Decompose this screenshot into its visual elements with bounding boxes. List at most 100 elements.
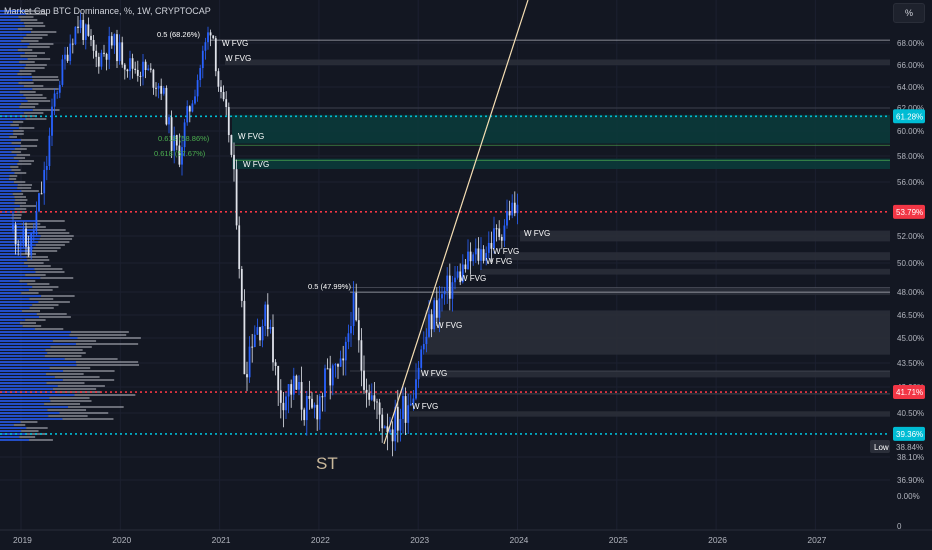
profile-bar-blue [0,238,40,240]
candle-body [103,52,105,54]
candle-body [282,402,285,411]
candle-body [402,396,404,419]
candle-body [191,103,194,112]
profile-bar-blue [0,208,15,210]
candle-body [477,248,480,261]
profile-bar-blue [0,61,20,63]
candle-body [318,396,321,420]
profile-bar-gray [62,379,115,381]
profile-bar-blue [0,271,36,273]
profile-bar-blue [0,172,15,174]
candle-body [100,52,103,67]
candle-body [79,19,82,28]
profile-bar-gray [34,328,64,330]
profile-bar-gray [14,148,27,150]
profile-bar-blue [0,424,14,426]
candle-body [214,38,217,72]
price-badge [893,385,925,400]
profile-bar-blue [0,301,39,303]
profile-bar-blue [0,73,18,75]
price-tick: 64.00% [897,83,924,92]
profile-bar-gray [38,241,70,243]
candle-body [342,358,345,361]
candle-body [311,398,313,408]
candle-body [264,304,267,327]
profile-bar-blue [0,16,19,18]
fvg-zones [225,59,890,417]
profile-bar-gray [50,400,92,402]
candle-body [170,117,173,151]
percent-scale-button[interactable]: % [893,3,925,23]
profile-bar-blue [0,55,21,57]
candle-body [454,277,456,283]
candle-body [490,242,493,249]
candle-body [399,418,402,431]
profile-bar-blue [0,13,26,15]
candle-body [253,334,256,348]
profile-bar-blue [0,406,69,408]
candle-body [451,282,454,299]
candle-body [155,87,157,89]
profile-bar-gray [32,109,60,111]
candle-body [344,341,347,361]
price-badge [893,204,925,219]
candle-body [513,202,516,214]
profile-bar-blue [0,223,23,225]
price-tick: 52.00% [897,232,924,241]
profile-bar-blue [0,166,11,168]
profile-bar-gray [19,91,36,93]
fvg-zone [225,59,890,65]
profile-bar-blue [0,367,50,369]
candle-body [147,68,150,71]
candle-body [391,429,394,442]
profile-bar-gray [12,193,24,195]
profile-bar-gray [74,394,136,396]
profile-bar-gray [54,376,100,378]
candle-body [183,122,186,148]
profile-bar-gray [23,112,44,114]
candle-body [43,169,46,194]
profile-bar-blue [0,343,76,345]
profile-bar-gray [21,430,39,432]
profile-bar-gray [22,325,42,327]
profile-bar-blue [0,214,12,216]
profile-bar-blue [0,376,55,378]
price-axis[interactable]: 68.00% 66.00% 64.00% 62.00% 60.00% 58.00% 56.0… [890,0,932,550]
profile-bar-blue [0,127,19,129]
candle-body [222,92,225,100]
candle-body [134,68,137,70]
profile-bar-gray [19,106,36,108]
profile-bar-gray [17,163,32,165]
candle-body [329,368,332,386]
price-tick: 60.00% [897,127,924,136]
profile-bar-blue [0,67,25,69]
candle-body [209,32,212,36]
profile-bar-blue [0,178,9,180]
candle-body [430,314,433,330]
candle-body [326,368,329,370]
profile-bar-gray [11,151,21,153]
profile-bar-gray [40,235,74,237]
profile-bar-blue [0,163,18,165]
time-axis[interactable]: 2019 2020 2021 2022 2023 2024 2025 2026 2027 [0,529,932,550]
profile-bar-blue [0,412,60,414]
candle-body [350,326,352,334]
profile-bar-blue [0,241,39,243]
candle-body [474,248,477,255]
candle-body [279,390,282,403]
profile-bar-blue [0,136,10,138]
candle-body [383,426,386,429]
profile-bar-blue [0,400,51,402]
candle-body [277,365,280,391]
candle-body [61,59,64,85]
profile-bar-gray [26,256,48,258]
profile-bar-blue [0,97,26,99]
profile-bar-gray [23,94,43,96]
candle-body [204,42,207,51]
profile-bar-gray [31,76,59,78]
candle-body [506,211,508,226]
profile-bar-blue [0,325,23,327]
